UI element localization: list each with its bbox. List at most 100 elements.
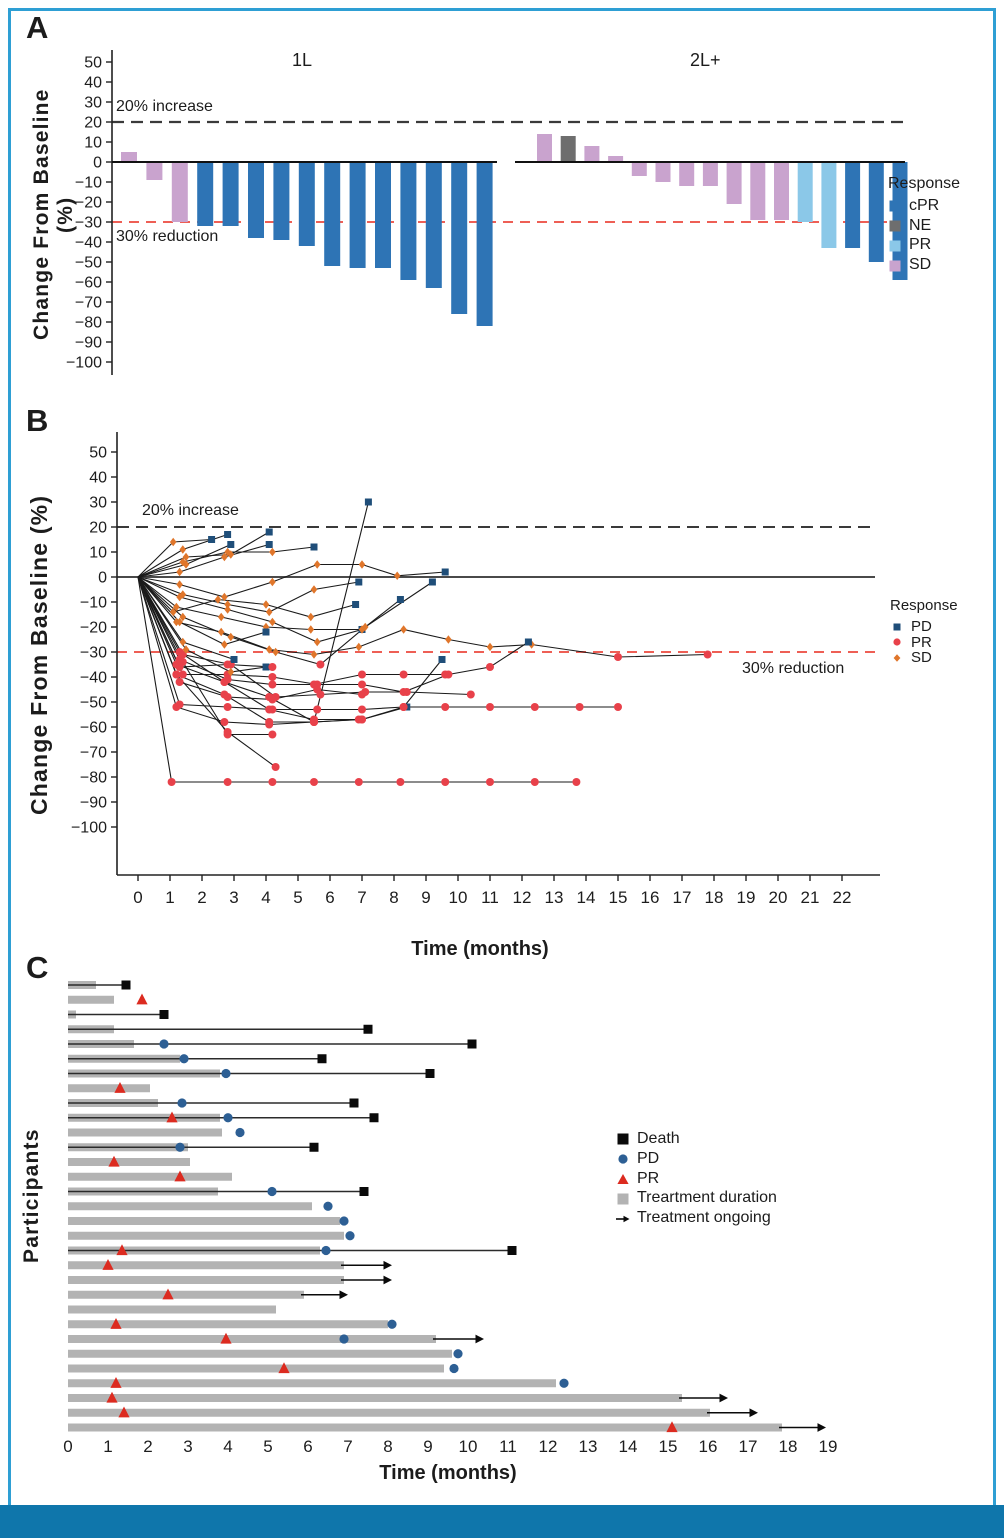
b-series-line bbox=[137, 543, 270, 578]
b-marker-sd bbox=[169, 537, 177, 547]
legend-label: SD bbox=[911, 649, 932, 667]
b-marker-pr bbox=[354, 715, 363, 724]
b-marker-sd bbox=[272, 647, 279, 657]
b-series-line bbox=[137, 576, 273, 668]
a-bar-SD bbox=[608, 156, 624, 162]
b-x-tick-label: 18 bbox=[705, 888, 724, 907]
b-x-tick-label: 10 bbox=[449, 888, 468, 907]
b-marker-pr bbox=[223, 675, 232, 684]
b-marker-sd bbox=[265, 607, 273, 617]
b-marker-pr bbox=[441, 778, 450, 786]
panel-a-legend-title: Response bbox=[888, 175, 961, 192]
circle-legend-icon bbox=[616, 1152, 630, 1166]
b-series-line bbox=[137, 576, 359, 613]
c-death-marker bbox=[363, 1024, 373, 1034]
panel-a-label: A bbox=[26, 10, 49, 45]
b-marker-pr bbox=[358, 705, 366, 714]
b-marker-sd bbox=[310, 650, 318, 659]
b-series-line bbox=[137, 576, 273, 736]
c-x-tick-label: 5 bbox=[263, 1437, 272, 1456]
legend-label: Treartment duration bbox=[637, 1189, 777, 1207]
b-marker-sd bbox=[221, 592, 228, 602]
panel-c-label: C bbox=[26, 950, 49, 985]
b-marker-sd bbox=[176, 580, 183, 589]
b-marker-sd bbox=[221, 552, 228, 562]
b-marker-sd bbox=[224, 600, 231, 609]
c-pd-marker bbox=[387, 1319, 397, 1329]
b-marker-pr bbox=[268, 663, 277, 671]
c-pr-marker bbox=[666, 1421, 678, 1433]
a-bar-SD bbox=[679, 162, 695, 186]
legend-label: NE bbox=[909, 216, 932, 234]
legend-item-sd: SD bbox=[888, 256, 960, 274]
b-marker-pr bbox=[402, 688, 411, 696]
a-y-tick-label: 40 bbox=[84, 75, 102, 92]
a-y-tick-label: −60 bbox=[75, 275, 102, 292]
panel-b-legend: Response PD PR SD bbox=[890, 598, 958, 666]
b-series-line bbox=[137, 576, 356, 618]
b-marker-pd bbox=[524, 638, 532, 646]
b-marker-pd bbox=[265, 528, 273, 536]
a-bar-SD bbox=[146, 162, 163, 180]
panel-b-label: B bbox=[26, 403, 49, 438]
legend-label: PR bbox=[909, 236, 932, 254]
c-treatment-bar bbox=[68, 1128, 222, 1137]
b-marker-sd bbox=[224, 605, 231, 614]
legend-label: SD bbox=[909, 256, 932, 274]
b-marker-pr bbox=[530, 703, 539, 711]
b-y-tick-label: 10 bbox=[89, 545, 107, 562]
b-marker-pr bbox=[399, 703, 408, 711]
a-bar-SD bbox=[537, 134, 552, 162]
b-marker-sd bbox=[173, 617, 180, 627]
b-marker-sd bbox=[393, 571, 401, 580]
b-marker-sd bbox=[179, 637, 187, 647]
c-treatment-bar bbox=[68, 1379, 556, 1388]
b-x-tick-label: 15 bbox=[609, 888, 628, 907]
b-y-tick-label: −30 bbox=[80, 645, 107, 662]
b-marker-sd bbox=[269, 547, 276, 557]
b-marker-sd bbox=[182, 552, 190, 562]
a-bar-SD bbox=[584, 146, 600, 162]
a-bar-cPR bbox=[248, 162, 264, 238]
c-pr-marker bbox=[102, 1259, 114, 1270]
b-marker-sd bbox=[355, 642, 363, 652]
c-treatment-bar bbox=[68, 1217, 340, 1225]
b-marker-sd bbox=[445, 635, 452, 644]
c-x-tick-label: 7 bbox=[343, 1437, 352, 1456]
c-x-tick-label: 15 bbox=[659, 1437, 678, 1456]
panel-a-reduction-annotation: 30% reduction bbox=[116, 228, 219, 245]
b-marker-pr bbox=[265, 705, 274, 714]
panel-a-legend: Response cPR NE PR SD bbox=[888, 175, 961, 277]
b-y-tick-label: 0 bbox=[98, 570, 107, 587]
legend-item-treartment-duration: Treartment duration bbox=[616, 1190, 777, 1207]
panel-c-legend: Death PD PR Treartment duration Treatment on… bbox=[616, 1130, 777, 1230]
b-marker-pr bbox=[486, 703, 494, 711]
b-marker-pr bbox=[575, 703, 584, 711]
b-marker-pr bbox=[466, 690, 475, 699]
b-x-tick-label: 14 bbox=[577, 888, 596, 907]
a-y-tick-label: −40 bbox=[75, 235, 102, 252]
c-pr-marker bbox=[106, 1391, 118, 1403]
c-treatment-bar bbox=[68, 1364, 444, 1373]
a-bar-cPR bbox=[222, 162, 239, 226]
b-marker-pr bbox=[486, 778, 494, 786]
b-marker-pr bbox=[172, 670, 181, 679]
b-series-line bbox=[137, 576, 362, 631]
b-series-line bbox=[137, 576, 267, 673]
b-marker-pr bbox=[310, 718, 318, 726]
legend-item-cpr: cPR bbox=[888, 197, 960, 215]
c-pd-marker bbox=[323, 1201, 333, 1211]
panel-b-reduction-annotation: 30% reduction bbox=[742, 660, 845, 677]
c-pr-marker bbox=[136, 993, 148, 1005]
b-marker-pr bbox=[223, 660, 232, 669]
panel-b-x-axis-title: Time (months) bbox=[411, 938, 549, 960]
b-marker-sd bbox=[224, 547, 231, 557]
legend-item-pr: PR bbox=[616, 1170, 777, 1188]
b-marker-sd bbox=[307, 625, 315, 634]
b-marker-pr bbox=[223, 778, 232, 786]
c-x-tick-label: 3 bbox=[183, 1437, 192, 1456]
legend-item-pd: PD bbox=[616, 1150, 777, 1168]
triangle-legend-icon bbox=[616, 1172, 630, 1186]
square-legend-icon bbox=[616, 1132, 630, 1146]
